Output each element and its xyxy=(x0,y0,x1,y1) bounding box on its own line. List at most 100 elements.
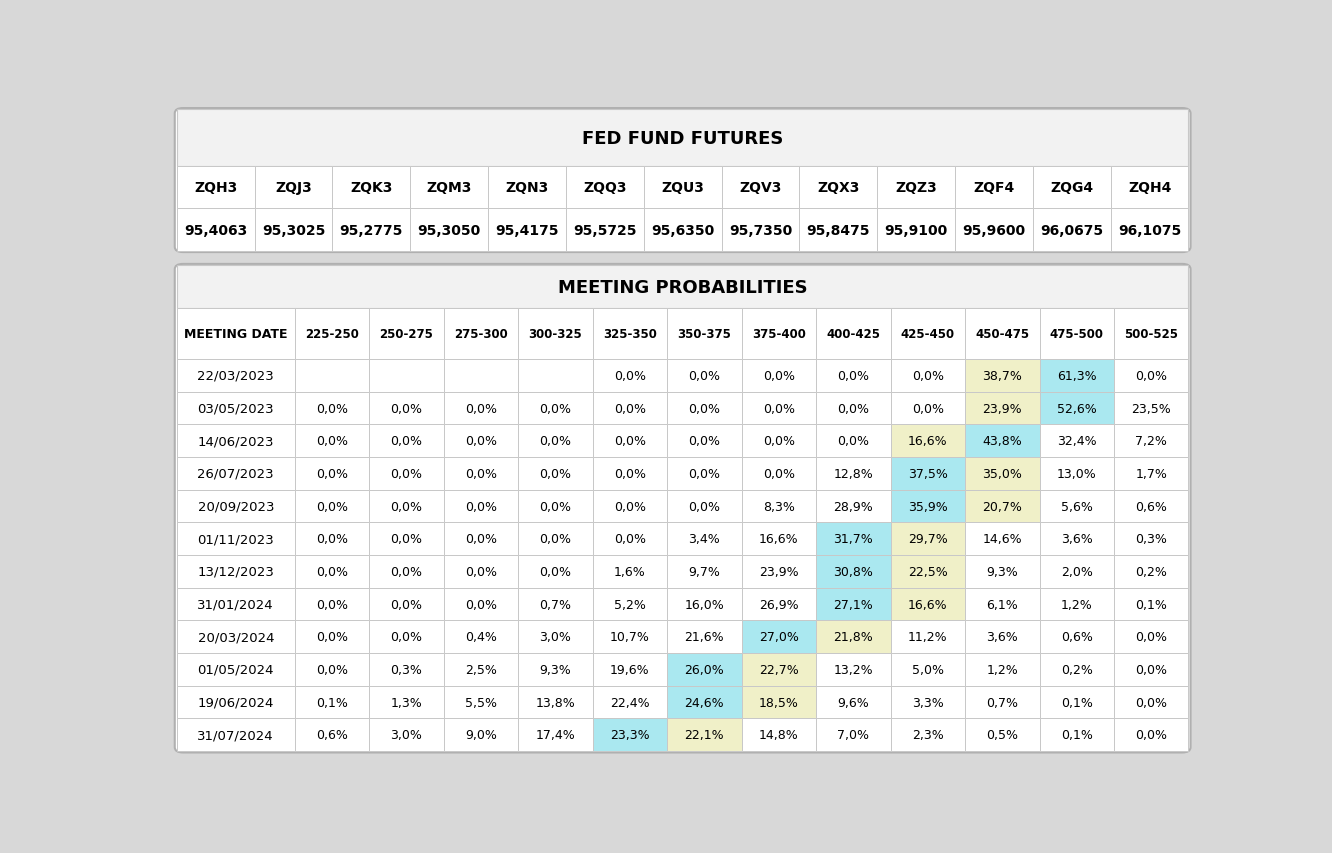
Bar xyxy=(177,490,294,523)
Text: 0,0%: 0,0% xyxy=(316,467,348,480)
Bar xyxy=(369,718,444,751)
Text: 0,0%: 0,0% xyxy=(1135,696,1167,709)
Text: 0,0%: 0,0% xyxy=(390,566,422,578)
Text: 0,0%: 0,0% xyxy=(912,369,944,382)
Text: 19,6%: 19,6% xyxy=(610,663,650,676)
Bar xyxy=(294,588,369,621)
Text: 35,9%: 35,9% xyxy=(908,500,947,513)
Bar xyxy=(369,555,444,588)
Bar xyxy=(444,360,518,392)
Bar xyxy=(817,309,891,360)
Bar xyxy=(817,588,891,621)
Bar xyxy=(742,490,817,523)
Text: 9,7%: 9,7% xyxy=(689,566,721,578)
Text: 0,0%: 0,0% xyxy=(912,402,944,415)
Bar xyxy=(593,588,667,621)
Bar xyxy=(878,166,955,209)
Text: 21,8%: 21,8% xyxy=(834,630,874,643)
Bar xyxy=(177,718,294,751)
Bar xyxy=(742,360,817,392)
Text: 21,6%: 21,6% xyxy=(685,630,725,643)
Text: 0,0%: 0,0% xyxy=(838,402,870,415)
Text: 22,4%: 22,4% xyxy=(610,696,650,709)
Text: 0,0%: 0,0% xyxy=(539,500,571,513)
Bar xyxy=(177,166,254,209)
Text: 32,4%: 32,4% xyxy=(1056,435,1096,448)
Bar xyxy=(1114,686,1188,718)
Bar xyxy=(799,209,878,252)
Bar xyxy=(518,653,593,686)
Bar xyxy=(593,360,667,392)
Bar xyxy=(1114,392,1188,425)
Bar xyxy=(1111,166,1188,209)
Bar xyxy=(294,621,369,653)
Bar xyxy=(593,425,667,457)
Bar xyxy=(593,555,667,588)
Bar xyxy=(518,718,593,751)
Text: 0,0%: 0,0% xyxy=(763,369,795,382)
Text: 0,0%: 0,0% xyxy=(614,532,646,546)
Text: 0,0%: 0,0% xyxy=(465,402,497,415)
Bar xyxy=(742,653,817,686)
Text: 22,5%: 22,5% xyxy=(908,566,947,578)
Bar xyxy=(369,523,444,555)
Bar xyxy=(722,209,799,252)
Text: 27,1%: 27,1% xyxy=(834,598,874,611)
Text: 37,5%: 37,5% xyxy=(908,467,948,480)
Bar xyxy=(667,588,742,621)
Text: 3,4%: 3,4% xyxy=(689,532,721,546)
Text: 325-350: 325-350 xyxy=(603,328,657,340)
Text: 0,0%: 0,0% xyxy=(614,402,646,415)
Bar xyxy=(817,360,891,392)
Bar xyxy=(294,360,369,392)
Text: 20/09/2023: 20/09/2023 xyxy=(197,500,274,513)
Bar xyxy=(742,718,817,751)
Text: 0,1%: 0,1% xyxy=(1060,696,1092,709)
Bar xyxy=(369,392,444,425)
Text: 0,4%: 0,4% xyxy=(465,630,497,643)
Bar xyxy=(817,523,891,555)
Text: 23,5%: 23,5% xyxy=(1131,402,1171,415)
Text: MEETING DATE: MEETING DATE xyxy=(184,328,288,340)
Text: 0,0%: 0,0% xyxy=(838,369,870,382)
Bar xyxy=(369,621,444,653)
Bar xyxy=(177,209,254,252)
Bar xyxy=(817,490,891,523)
Bar xyxy=(1039,309,1114,360)
Bar xyxy=(742,392,817,425)
Text: 19/06/2024: 19/06/2024 xyxy=(197,696,274,709)
Bar xyxy=(891,457,964,490)
Text: 0,0%: 0,0% xyxy=(465,532,497,546)
Bar xyxy=(817,718,891,751)
Text: 0,0%: 0,0% xyxy=(689,402,721,415)
Text: 30,8%: 30,8% xyxy=(834,566,874,578)
Text: 01/05/2024: 01/05/2024 xyxy=(197,663,274,676)
Bar xyxy=(817,621,891,653)
Text: 0,0%: 0,0% xyxy=(539,467,571,480)
Bar xyxy=(891,392,964,425)
Text: 20,7%: 20,7% xyxy=(982,500,1022,513)
Text: 5,5%: 5,5% xyxy=(465,696,497,709)
Bar xyxy=(817,555,891,588)
FancyBboxPatch shape xyxy=(174,109,1191,252)
Text: 23,9%: 23,9% xyxy=(759,566,799,578)
Text: 0,0%: 0,0% xyxy=(316,402,348,415)
Bar xyxy=(1039,360,1114,392)
Bar xyxy=(444,718,518,751)
Bar xyxy=(177,425,294,457)
Text: 26,9%: 26,9% xyxy=(759,598,799,611)
Bar xyxy=(177,392,294,425)
Bar xyxy=(964,457,1039,490)
Bar xyxy=(488,209,566,252)
Bar xyxy=(294,523,369,555)
Text: 0,6%: 0,6% xyxy=(316,728,348,741)
Bar xyxy=(177,588,294,621)
Bar xyxy=(955,166,1032,209)
Bar xyxy=(593,392,667,425)
Text: ZQK3: ZQK3 xyxy=(350,181,393,194)
Text: 0,0%: 0,0% xyxy=(316,500,348,513)
Bar xyxy=(518,457,593,490)
Text: 5,0%: 5,0% xyxy=(912,663,944,676)
Text: 13/12/2023: 13/12/2023 xyxy=(197,566,274,578)
Text: MEETING PROBABILITIES: MEETING PROBABILITIES xyxy=(558,278,807,296)
